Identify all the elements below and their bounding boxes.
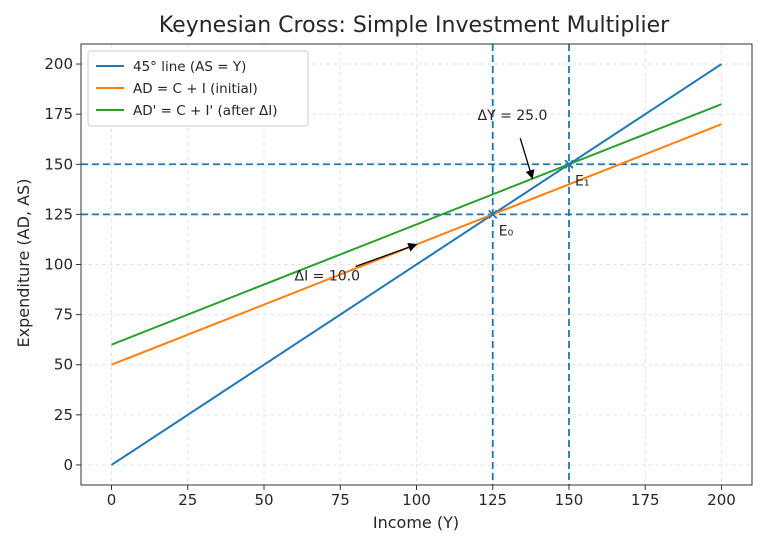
y-axis-label: Expenditure (AD, AS) — [14, 179, 33, 348]
chart-title: Keynesian Cross: Simple Investment Multi… — [159, 13, 670, 38]
series-line-0 — [110, 63, 723, 466]
x-tick-label: 175 — [631, 491, 660, 509]
x-tick-label: 125 — [478, 491, 507, 509]
y-tick-label: 50 — [54, 356, 73, 374]
annotation-arrow-0 — [355, 242, 418, 268]
equilibrium-marker-0 — [488, 209, 498, 220]
reference-lines — [81, 44, 752, 485]
equilibrium-label-1: E₁ — [575, 173, 589, 189]
x-tick-label: 200 — [707, 491, 736, 509]
series-line-2 — [111, 103, 722, 346]
equilibrium-label-0: E₀ — [499, 223, 514, 239]
equilibrium-points: E₀ E₁ — [488, 159, 589, 239]
x-tick-label: 150 — [555, 491, 584, 509]
tick-labels: 0 25 50 75 100 125 150 175 200 0 25 50 75 100 125 150 17… — [44, 55, 735, 509]
y-tick-label: 125 — [44, 205, 73, 223]
y-tick-label: 150 — [44, 155, 73, 173]
x-tick-label: 0 — [107, 491, 117, 509]
annotations: ΔI = 10.0 ΔY = 25.0 — [295, 108, 548, 284]
legend-label-1: AD = C + I (initial) — [133, 81, 258, 97]
series-line-1 — [111, 123, 722, 366]
y-tick-label: 25 — [54, 406, 73, 424]
x-axis-label: Income (Y) — [373, 513, 459, 532]
y-tick-label: 175 — [44, 105, 73, 123]
legend-label-0: 45° line (AS = Y) — [133, 59, 246, 75]
y-tick-label: 0 — [63, 456, 73, 474]
equilibrium-marker-1 — [564, 159, 574, 169]
legend-label-2: AD' = C + I' (after ΔI) — [133, 103, 278, 119]
y-tick-label: 75 — [54, 306, 73, 324]
legend: 45° line (AS = Y) AD = C + I (initial) AD'… — [87, 50, 309, 127]
annotation-text-1: ΔY = 25.0 — [478, 108, 548, 124]
y-tick-label: 100 — [44, 256, 73, 274]
x-tick-label: 25 — [178, 491, 197, 509]
legend-box — [87, 50, 309, 127]
annotation-text-0: ΔI = 10.0 — [295, 269, 361, 285]
x-tick-label: 75 — [331, 491, 350, 509]
annotation-arrow-1 — [519, 138, 535, 180]
x-tick-label: 50 — [254, 491, 273, 509]
y-tick-label: 200 — [44, 55, 73, 73]
x-tick-label: 100 — [402, 491, 431, 509]
